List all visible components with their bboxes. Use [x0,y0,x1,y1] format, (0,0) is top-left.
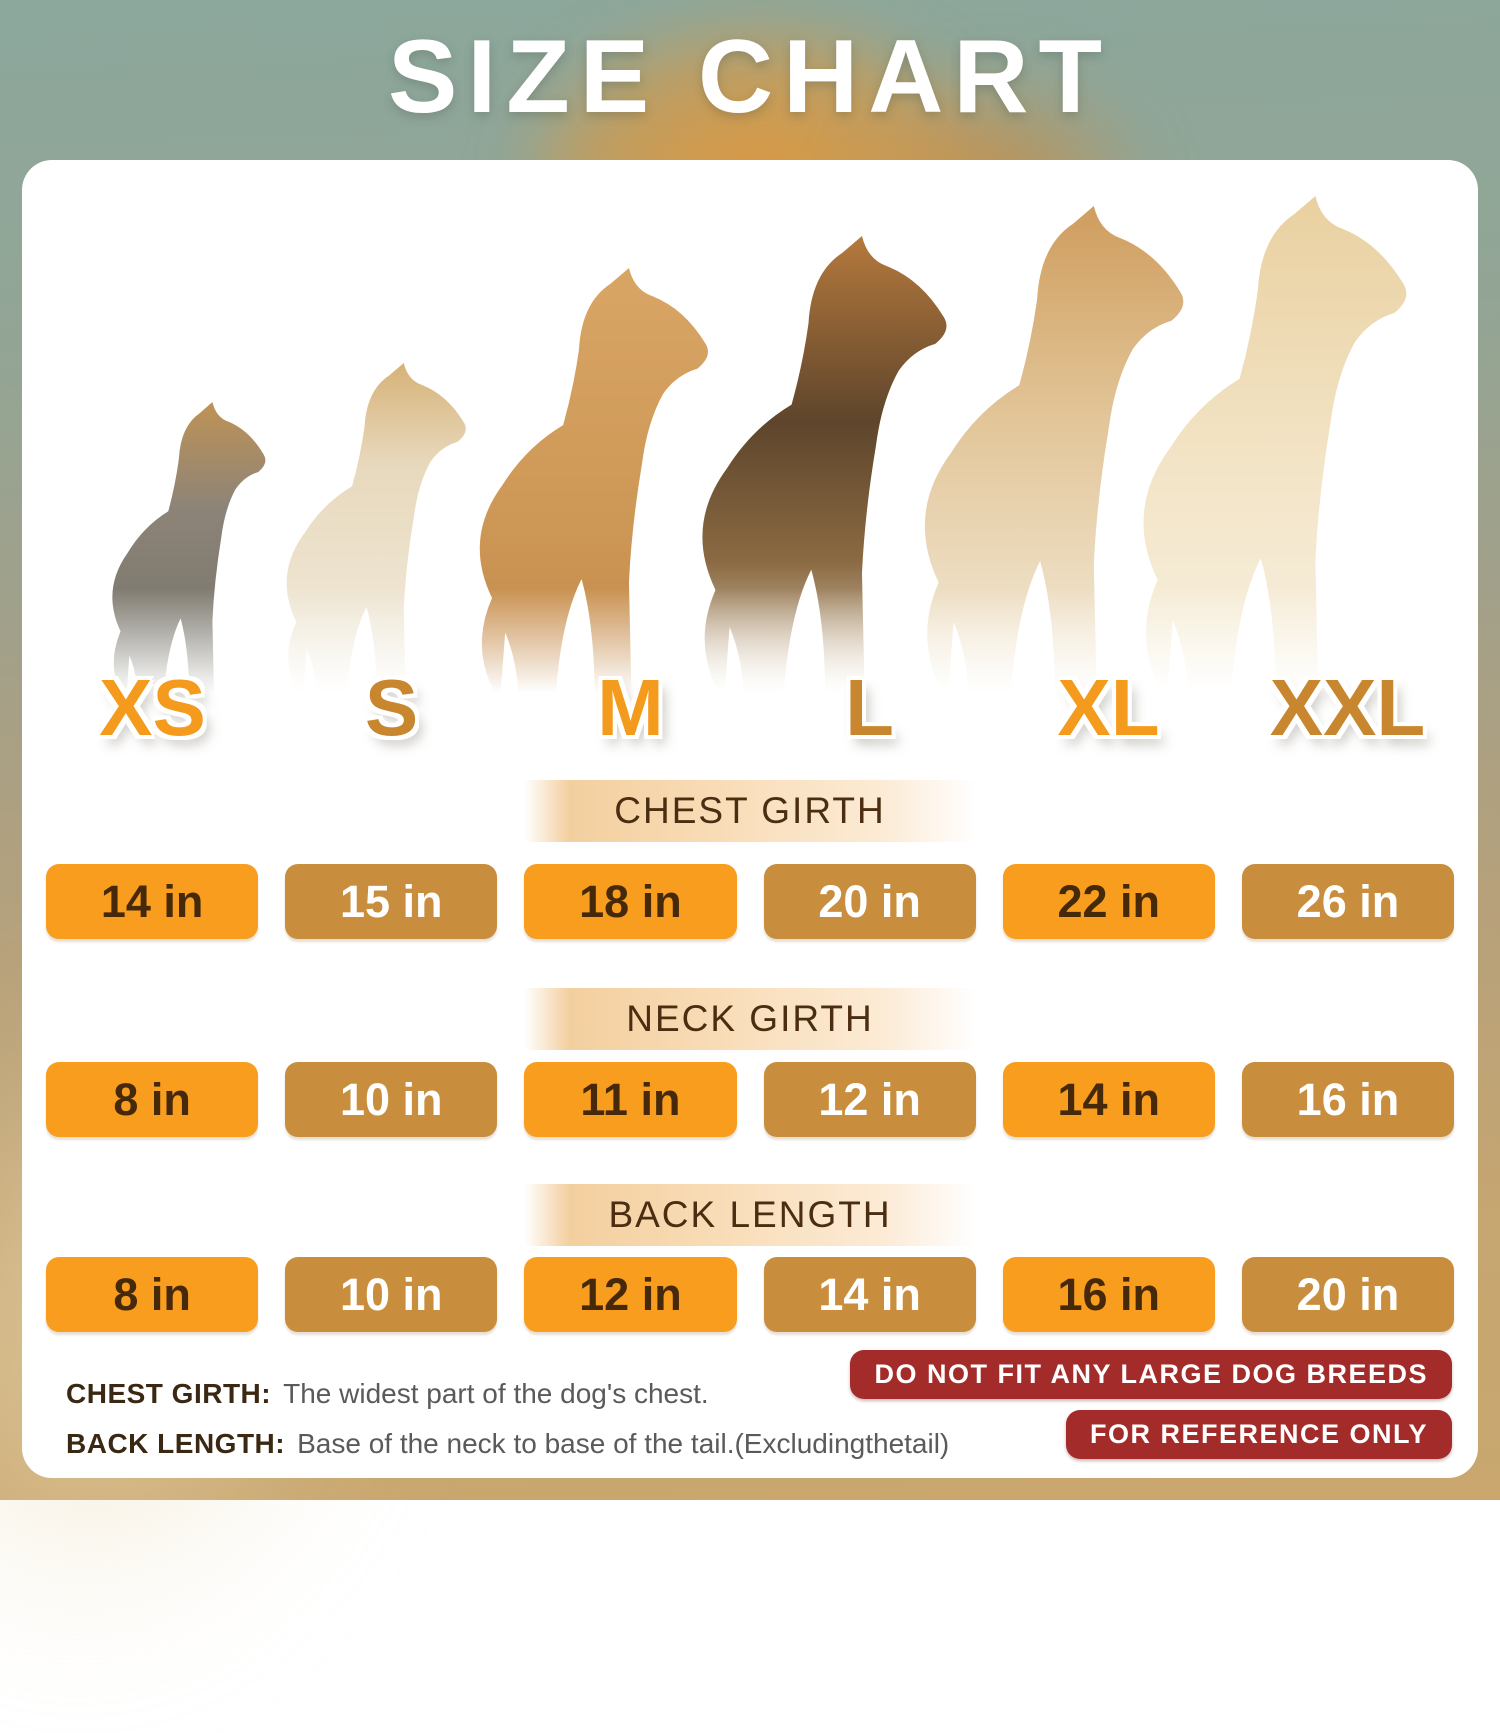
neck-girth-value-xxl: 16 in [1241,1062,1455,1137]
size-label-s: S [364,663,419,752]
neck-girth-row: 8 in 10 in 11 in 12 in 14 in 16 in [46,1062,1455,1137]
size-label-l: L [845,663,894,752]
back-length-footnote-text: Base of the neck to base of the tail.(Ex… [297,1428,950,1459]
size-label-m: M [597,663,664,752]
size-labels-row: XS S M L XL XXL [46,668,1454,748]
chest-girth-value-xs: 14 in [46,864,259,939]
dog-lineup [22,168,1478,728]
chest-girth-footnote-text: The widest part of the dog's chest. [283,1378,709,1409]
chest-girth-footnote-label: CHEST GIRTH: [66,1378,272,1409]
back-length-value-s: 10 in [285,1257,498,1332]
chest-girth-value-l: 20 in [763,864,976,939]
size-chart-card: XS S M L XL XXL CHEST GIRTH 14 in 15 in … [22,160,1478,1478]
chest-girth-value-s: 15 in [285,864,498,939]
chest-girth-footnote: CHEST GIRTH: The widest part of the dog's… [66,1378,709,1410]
section-header-neck-girth: NECK GIRTH [524,988,976,1050]
back-length-value-xl: 16 in [1002,1257,1215,1332]
size-label-xl: XL [1057,663,1160,752]
back-length-footnote-label: BACK LENGTH: [66,1428,286,1459]
back-length-row: 8 in 10 in 12 in 14 in 16 in 20 in [46,1257,1455,1332]
size-label-xxl: XXL [1269,663,1426,752]
neck-girth-value-l: 12 in [763,1062,976,1137]
chest-girth-row: 14 in 15 in 18 in 20 in 22 in 26 in [46,864,1455,939]
chest-girth-value-xxl: 26 in [1241,864,1455,939]
back-length-footnote: BACK LENGTH: Base of the neck to base of … [66,1428,949,1460]
dog-fade-overlay [22,588,1478,728]
back-length-value-m: 12 in [524,1257,737,1332]
chest-girth-value-m: 18 in [524,864,737,939]
warning-badge-no-large-breeds: DO NOT FIT ANY LARGE DOG BREEDS [850,1350,1452,1399]
back-length-value-l: 14 in [763,1257,976,1332]
neck-girth-value-m: 11 in [524,1062,737,1137]
section-header-chest-girth: CHEST GIRTH [524,780,976,842]
neck-girth-value-s: 10 in [285,1062,498,1137]
warning-badge-reference-only: FOR REFERENCE ONLY [1065,1410,1452,1459]
chest-girth-value-xl: 22 in [1002,864,1215,939]
neck-girth-value-xl: 14 in [1002,1062,1215,1137]
back-length-value-xs: 8 in [46,1257,259,1332]
back-length-value-xxl: 20 in [1241,1257,1455,1332]
page-title: SIZE CHART [388,19,1112,135]
section-header-back-length: BACK LENGTH [524,1184,976,1246]
size-label-xs: XS [99,663,206,752]
neck-girth-value-xs: 8 in [46,1062,259,1137]
